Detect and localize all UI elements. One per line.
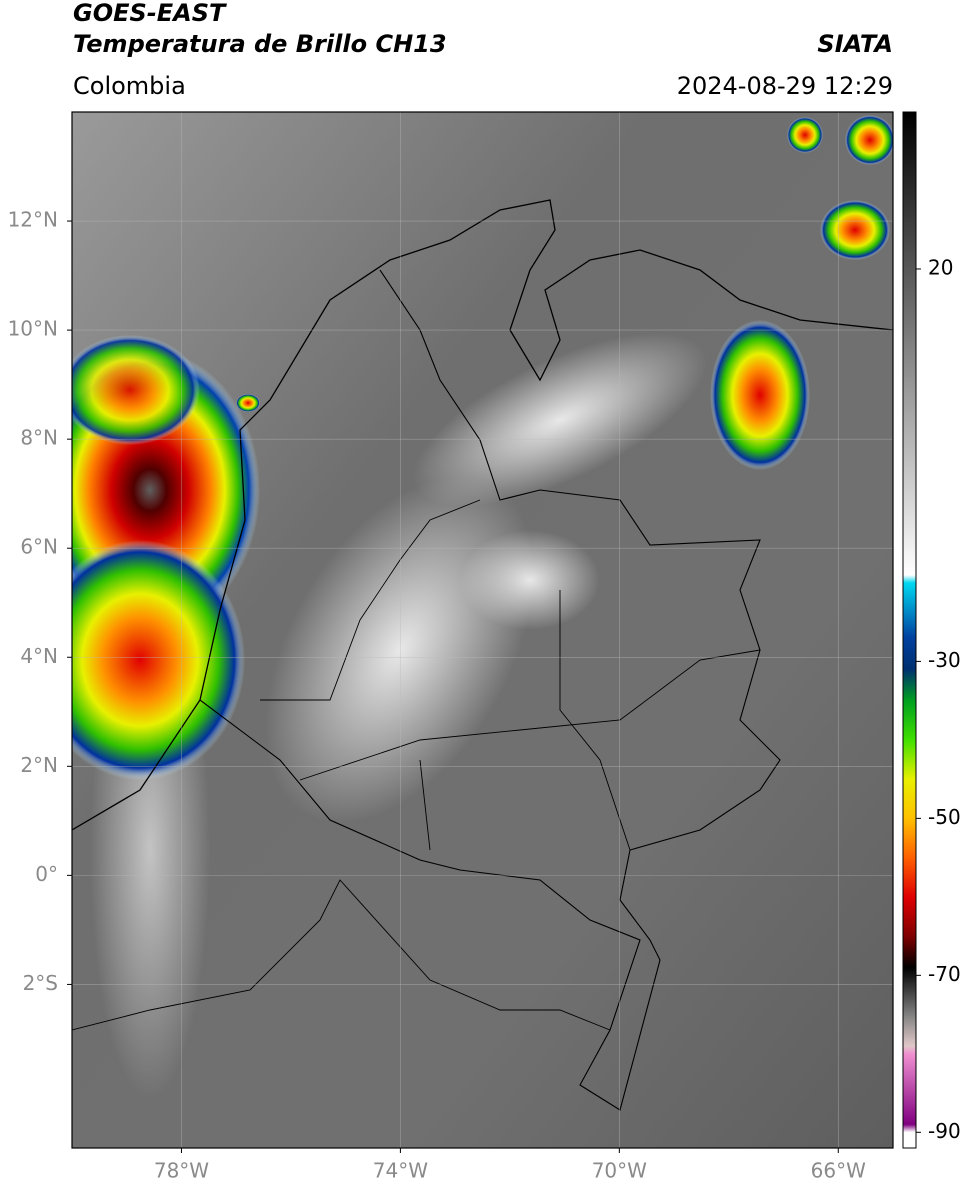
lat-tick-label: 10°N bbox=[8, 317, 58, 341]
title-line2: Temperatura de Brillo CH13 bbox=[73, 30, 447, 58]
lat-tick-label: 4°N bbox=[20, 644, 58, 668]
datetime: 2024-08-29 12:29 bbox=[677, 72, 893, 100]
title-line1: GOES-EAST bbox=[73, 0, 227, 27]
lat-tick-label: 0° bbox=[35, 862, 58, 886]
colorbar bbox=[902, 111, 917, 1149]
lat-tick-label: 6°N bbox=[20, 535, 58, 559]
colorbar-tick-label: -70 bbox=[928, 962, 961, 986]
lon-tick-label: 70°W bbox=[592, 1159, 647, 1183]
lat-tick-label: 12°N bbox=[8, 208, 58, 232]
colorbar-tick-label: -50 bbox=[928, 805, 961, 829]
lat-tick-label: 2°S bbox=[23, 971, 58, 995]
map-imagery bbox=[72, 112, 893, 1148]
region: Colombia bbox=[73, 72, 186, 100]
colorbar-tick-label: -30 bbox=[928, 648, 961, 672]
grid bbox=[72, 112, 893, 1148]
source: SIATA bbox=[817, 30, 893, 58]
colorbar-tick-label: -90 bbox=[928, 1119, 961, 1143]
lon-tick-label: 74°W bbox=[373, 1159, 428, 1183]
colorbar-tick-label: 20 bbox=[928, 255, 953, 279]
lon-tick-label: 66°W bbox=[811, 1159, 866, 1183]
map-frame bbox=[71, 111, 894, 1149]
lat-tick-label: 2°N bbox=[20, 753, 58, 777]
lat-tick-label: 8°N bbox=[20, 426, 58, 450]
lon-tick-label: 78°W bbox=[154, 1159, 209, 1183]
